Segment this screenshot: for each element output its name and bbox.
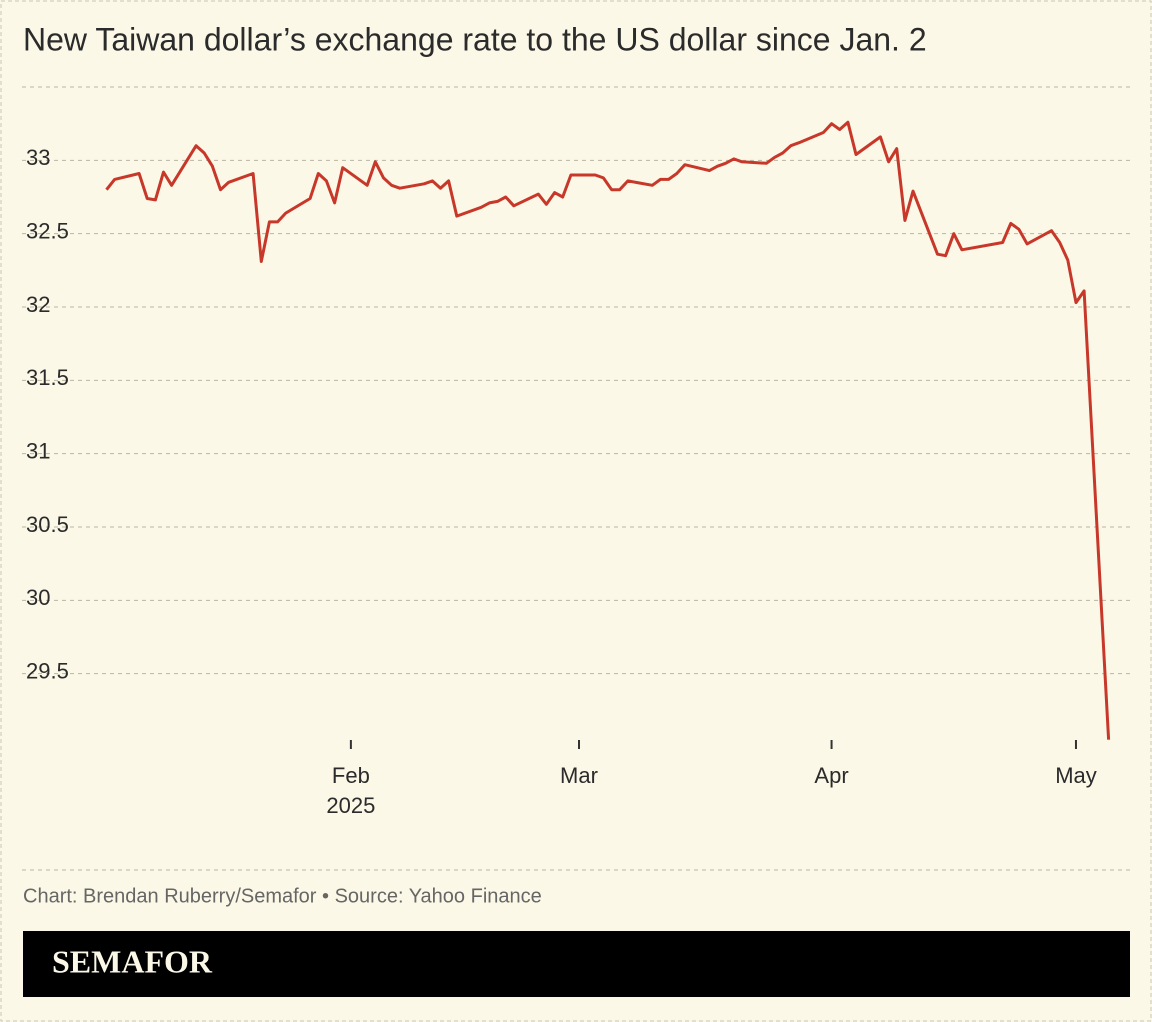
chart-title: New Taiwan dollar’s exchange rate to the… [23, 21, 927, 57]
y-tick-label: 30 [26, 585, 50, 610]
y-tick-label: 31.5 [26, 365, 69, 390]
credit: Chart: Brendan Ruberry/Semafor • Source:… [23, 885, 542, 907]
x-tick-label: May [1055, 763, 1097, 788]
brand-banner [23, 931, 1130, 997]
y-tick-label: 32 [26, 292, 50, 317]
x-tick-label: Mar [560, 763, 598, 788]
x-year-label: 2025 [326, 793, 375, 818]
y-tick-label: 33 [26, 145, 50, 170]
data-line [105, 120, 1111, 740]
y-tick-label: 31 [26, 438, 50, 463]
x-tick-label: Feb [332, 763, 370, 788]
y-tick-label: 30.5 [26, 512, 69, 537]
brand: SEMAFOR [52, 943, 213, 979]
x-tick-label: Apr [814, 763, 848, 788]
y-tick-label: 32.5 [26, 218, 69, 243]
y-tick-label: 29.5 [26, 658, 69, 683]
